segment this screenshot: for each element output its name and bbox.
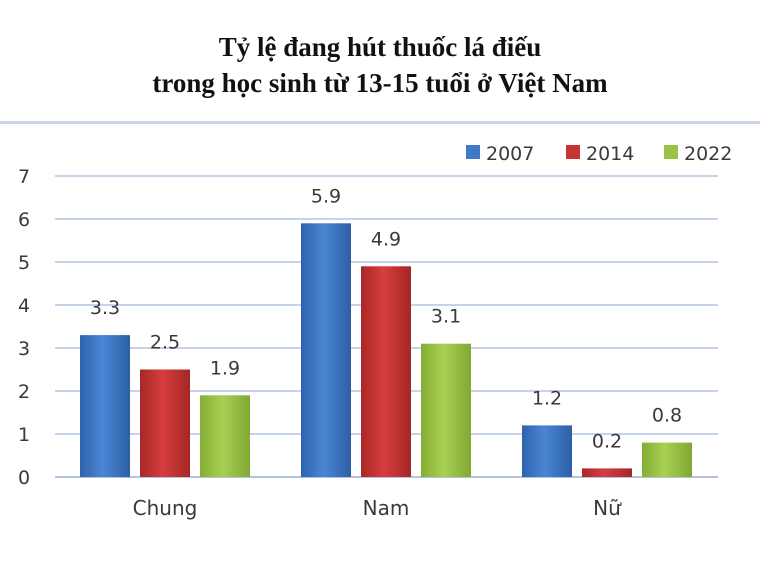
y-tick-label: 2 bbox=[18, 381, 30, 403]
y-tick-label: 7 bbox=[18, 166, 30, 188]
x-category-label: Nữ bbox=[593, 496, 622, 520]
chart-title-line1: Tỷ lệ đang hút thuốc lá điếu bbox=[218, 32, 542, 62]
legend-label-2022: 2022 bbox=[684, 143, 732, 165]
legend-swatch-2007 bbox=[466, 145, 480, 159]
bar-2014-2 bbox=[582, 468, 632, 477]
y-tick-label: 6 bbox=[18, 209, 30, 231]
data-label: 5.9 bbox=[311, 185, 341, 207]
y-tick-label: 0 bbox=[18, 467, 30, 489]
legend-label-2014: 2014 bbox=[586, 143, 634, 165]
bar-2007-0 bbox=[80, 335, 130, 477]
data-label: 0.2 bbox=[592, 430, 622, 452]
data-label: 2.5 bbox=[150, 332, 180, 354]
data-label: 0.8 bbox=[652, 405, 682, 427]
data-label: 1.2 bbox=[532, 387, 562, 409]
data-label: 3.1 bbox=[431, 306, 461, 328]
y-tick-label: 1 bbox=[18, 424, 30, 446]
title-divider bbox=[0, 121, 760, 124]
y-tick-label: 3 bbox=[18, 338, 30, 360]
y-tick-label: 5 bbox=[18, 252, 30, 274]
bar-2007-2 bbox=[522, 425, 572, 477]
bar-2022-2 bbox=[642, 442, 692, 477]
y-tick-label: 4 bbox=[18, 295, 30, 317]
bar-2014-1 bbox=[361, 266, 411, 477]
bar-2022-1 bbox=[421, 343, 471, 477]
chart-title-line2: trong học sinh từ 13-15 tuổi ở Việt Nam bbox=[152, 68, 608, 98]
bar-2022-0 bbox=[200, 395, 250, 477]
x-category-label: Chung bbox=[133, 496, 198, 520]
data-label: 3.3 bbox=[90, 297, 120, 319]
x-category-label: Nam bbox=[363, 496, 410, 520]
bar-2007-1 bbox=[301, 223, 351, 477]
bar-2014-0 bbox=[140, 369, 190, 477]
legend-swatch-2022 bbox=[664, 145, 678, 159]
legend-label-2007: 2007 bbox=[486, 143, 534, 165]
legend-swatch-2014 bbox=[566, 145, 580, 159]
data-label: 1.9 bbox=[210, 357, 240, 379]
data-label: 4.9 bbox=[371, 228, 401, 250]
